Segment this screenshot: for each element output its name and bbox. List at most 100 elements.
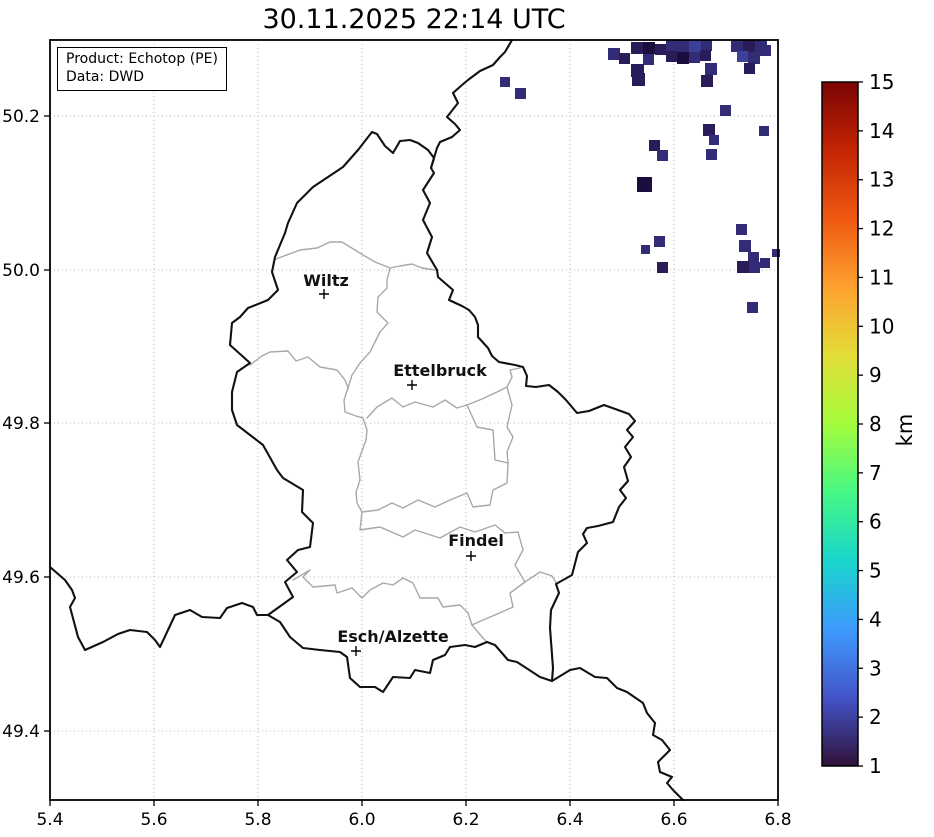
radar-cell — [739, 240, 751, 252]
radar-cell — [759, 126, 769, 136]
radar-cell — [631, 42, 643, 54]
region-border — [524, 571, 558, 585]
x-tick-label: 6.2 — [452, 810, 479, 830]
country-border — [550, 666, 685, 802]
colorbar-tick-label: 12 — [869, 217, 894, 241]
x-tick-label: 6.6 — [660, 810, 687, 830]
radar-cell — [637, 177, 652, 192]
city-marker-esch-alzette — [351, 646, 361, 656]
plot-title: 30.11.2025 22:14 UTC — [262, 4, 566, 35]
radar-cell — [731, 40, 743, 52]
radar-cell — [632, 73, 645, 86]
colorbar-tick-label: 10 — [869, 314, 894, 338]
city-label-wiltz: Wiltz — [303, 271, 349, 290]
colorbar-tick-label: 5 — [869, 559, 882, 583]
radar-cell — [608, 48, 620, 60]
x-tick-label: 6.4 — [556, 810, 583, 830]
region-border — [292, 569, 488, 643]
colorbar-tick-label: 9 — [869, 363, 882, 387]
colorbar-tick-label: 8 — [869, 412, 882, 436]
y-tick-label: 49.6 — [2, 568, 40, 588]
city-label-esch-alzette: Esch/Alzette — [337, 627, 449, 646]
region-border — [506, 386, 514, 464]
radar-cell — [515, 88, 526, 99]
y-tick-label: 50.0 — [2, 261, 40, 281]
region-border — [275, 241, 436, 271]
plot-frame — [49, 39, 779, 801]
y-tick-label: 50.2 — [2, 107, 40, 127]
y-tick-label: 49.8 — [2, 414, 40, 434]
region-border — [249, 350, 349, 389]
radar-cell — [500, 77, 510, 87]
radar-cell — [743, 40, 755, 52]
radar-cell — [736, 224, 747, 235]
x-tick-label: 6.8 — [764, 810, 791, 830]
radar-cell — [689, 52, 700, 63]
radar-cell — [705, 63, 717, 75]
radar-cell — [748, 252, 759, 263]
region-border — [359, 511, 526, 626]
city-marker-ettelbruck — [407, 380, 417, 390]
colorbar-tick-label: 15 — [869, 70, 894, 94]
radar-cell — [772, 249, 780, 257]
radar-cell — [737, 261, 749, 273]
city-marker-findel — [466, 551, 476, 561]
y-tick-label: 49.4 — [2, 722, 40, 742]
city-label-ettelbruck: Ettelbruck — [393, 361, 487, 380]
region-border — [361, 397, 509, 513]
x-tick-label: 5.4 — [36, 810, 63, 830]
colorbar-bar — [822, 82, 858, 766]
colorbar-tick-label: 4 — [869, 607, 882, 631]
x-tick-label: 5.6 — [140, 810, 167, 830]
country-border — [48, 565, 270, 652]
radar-cell — [641, 245, 650, 254]
colorbar-tick-label: 6 — [869, 510, 882, 534]
radar-cell — [749, 262, 760, 273]
radar-cell — [677, 52, 689, 64]
product-info-box: Product: Echotop (PE) Data: DWD — [57, 47, 227, 92]
radar-cell — [760, 258, 770, 268]
radar-cell — [706, 149, 717, 160]
radar-cell — [709, 135, 719, 145]
radar-cell — [700, 50, 711, 61]
colorbar-tick-label: 14 — [869, 119, 894, 143]
radar-cell — [677, 40, 689, 52]
colorbar-tick-label: 3 — [869, 656, 882, 680]
radar-cell — [689, 40, 701, 52]
radar-cell — [649, 140, 660, 151]
radar-cell — [666, 40, 677, 51]
colorbar-tick-label: 1 — [869, 754, 882, 778]
x-tick-label: 6.0 — [348, 810, 375, 830]
radar-cell — [655, 44, 666, 55]
city-marker-wiltz — [319, 289, 329, 299]
product-label: Product: Echotop (PE) — [66, 51, 218, 67]
radar-cell — [720, 105, 731, 116]
radar-cell — [747, 302, 758, 313]
country-border — [228, 130, 637, 694]
colorbar-tick-label: 7 — [869, 461, 882, 485]
radar-cell — [744, 63, 755, 74]
radar-cell — [737, 51, 748, 62]
x-tick-label: 5.8 — [244, 810, 271, 830]
data-source-label: Data: DWD — [66, 69, 144, 86]
radar-cell — [643, 54, 654, 65]
city-label-findel: Findel — [448, 531, 504, 550]
radar-cell — [619, 53, 630, 64]
colorbar-tick-label: 2 — [869, 705, 882, 729]
radar-cell — [760, 45, 771, 56]
colorbar-tick-label: 11 — [869, 265, 894, 289]
radar-cell — [643, 42, 655, 54]
colorbar-unit-label: km — [893, 414, 917, 447]
radar-cell — [703, 124, 715, 136]
radar-cell — [701, 40, 712, 51]
radar-cell — [701, 75, 713, 87]
colorbar-tick-label: 13 — [869, 168, 894, 192]
radar-cell — [657, 262, 668, 273]
radar-cell — [748, 52, 760, 64]
region-border — [343, 267, 391, 513]
radar-cell — [654, 236, 665, 247]
radar-cell — [666, 51, 677, 62]
country-border — [429, 38, 514, 170]
